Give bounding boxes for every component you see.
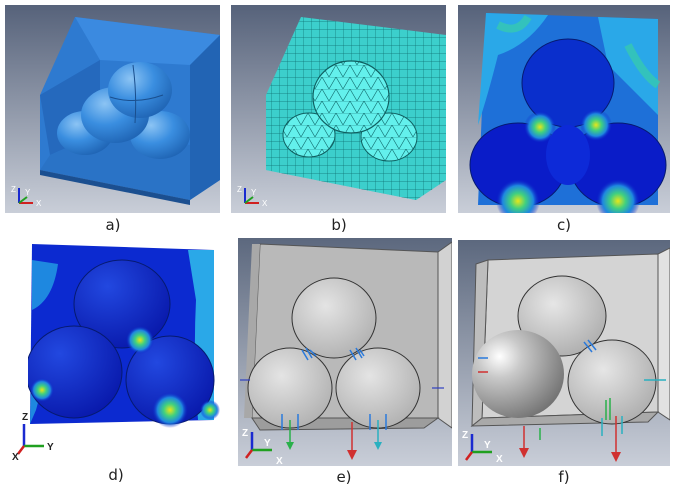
triad-z-label: Z — [462, 430, 468, 441]
caption-a: a) — [105, 216, 121, 234]
panel-e-svg: Z Y X — [238, 238, 452, 466]
triad-x-label: X — [262, 199, 268, 208]
sphere-top — [108, 62, 172, 118]
panel-a-geometry: Z Y X — [5, 5, 220, 213]
triad-z-label: Z — [11, 185, 16, 194]
triad-y-label: Y — [251, 188, 257, 197]
panel-d-svg — [28, 240, 220, 428]
caption-d: d) — [108, 466, 124, 484]
triad-y-label: Y — [25, 188, 31, 197]
sphere-left — [247, 347, 333, 429]
axis-triad: Z Y X — [462, 430, 503, 465]
triad-y-label: Y — [47, 442, 54, 453]
panel-f-boundary-conditions: Z Y X — [458, 240, 670, 466]
caption-c: c) — [556, 216, 572, 234]
stress-hotspot-contact-right — [580, 109, 612, 141]
sphere-right — [567, 339, 657, 425]
triad-z-label: Z — [237, 185, 242, 194]
caption-e: e) — [336, 468, 352, 486]
caption-b: b) — [331, 216, 347, 234]
box-right-wall — [190, 35, 220, 200]
sphere-top — [291, 277, 377, 359]
triad-x-label: X — [12, 452, 19, 460]
panel-b-mesh: Z Y X — [231, 5, 446, 213]
triad-z-label: Z — [242, 428, 248, 439]
panel-c-stress-contour — [458, 5, 670, 213]
side-constraint-arrows — [240, 379, 444, 389]
side-constraint-arrows — [478, 357, 666, 381]
stress-hotspot-corner — [200, 400, 220, 420]
triad-y-label: Y — [264, 438, 271, 449]
sphere-right — [335, 347, 421, 429]
box-right-wall-mesh — [416, 35, 446, 200]
triad-x-label: X — [276, 456, 283, 466]
wall-contour-streaks — [496, 14, 661, 89]
wall-contour-band-left — [478, 13, 548, 125]
axis-triad: Z Y X — [11, 185, 42, 208]
floor-reaction-arrows — [519, 398, 623, 462]
axis-triad-d: Z Y X — [12, 412, 54, 460]
caption-f: f) — [558, 468, 570, 486]
triad-x-label: X — [496, 454, 503, 465]
axis-triad: Z Y X — [237, 185, 268, 208]
stress-hotspot-contact — [126, 326, 154, 354]
contact-load-arrows — [301, 347, 365, 361]
sphere-top-mesh — [312, 60, 390, 134]
stress-hotspot-wall-left — [30, 378, 54, 402]
floor-reaction-arrows — [281, 414, 387, 460]
stress-hotspot-floor-left — [496, 179, 540, 213]
axis-triad: Z Y X — [242, 428, 283, 466]
sphere-left-shaded — [472, 330, 564, 418]
panel-d-stress-contour — [28, 240, 220, 428]
contact-load-arrows — [583, 339, 597, 353]
triad-y-label: Y — [484, 440, 491, 451]
stress-hotspot-contact-left — [524, 111, 556, 143]
box-right-wall — [657, 247, 670, 421]
box-left-edge — [244, 244, 260, 418]
box-right-wall — [437, 241, 452, 429]
triad-z-label: Z — [22, 412, 28, 423]
stress-hotspot-floor-right — [596, 179, 640, 213]
stress-hotspot-floor — [152, 392, 188, 428]
panel-e-boundary-conditions: Z Y X — [238, 238, 452, 466]
panel-f-svg: Z Y X — [458, 240, 670, 466]
sphere-mid-contour — [546, 125, 590, 185]
sphere-left-contour — [28, 325, 123, 419]
sphere-left-mesh — [282, 112, 336, 158]
panel-c-svg — [458, 5, 670, 213]
box-back-wall — [75, 17, 220, 65]
wall-contour-band-right — [598, 17, 658, 115]
box-front-edge — [40, 170, 190, 205]
panel-a-svg: Z Y X — [5, 5, 220, 213]
sphere-top-contour — [73, 259, 171, 349]
triad-x-label: X — [36, 199, 42, 208]
sphere-partition-lines — [109, 64, 164, 124]
panel-b-svg: Z Y X — [231, 5, 446, 213]
